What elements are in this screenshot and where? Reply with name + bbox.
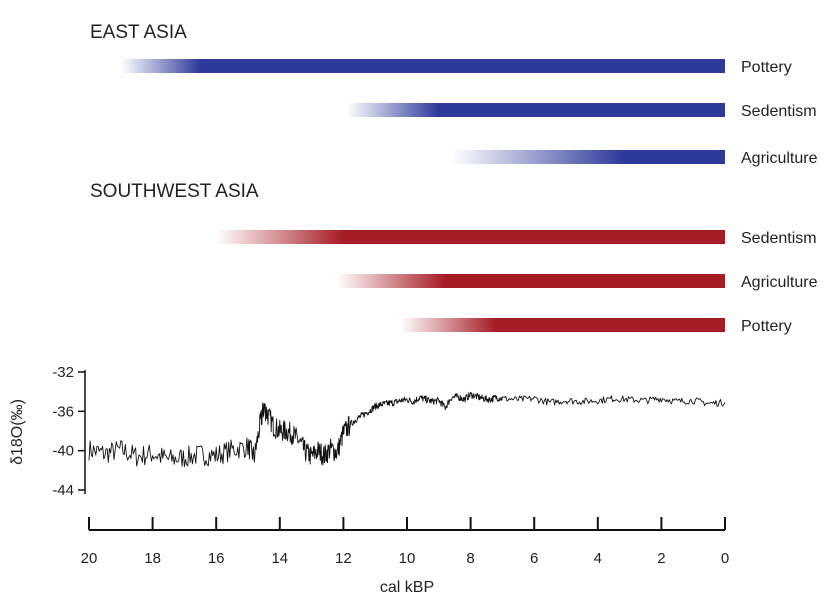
isotope-tick-label--36: -36 [52,403,74,420]
bar-label-east-asia-pottery: Pottery [741,59,792,76]
bar-east-asia-sedentism [346,103,725,117]
time-tick-label-8: 8 [466,550,474,567]
bar-east-asia-pottery [120,59,726,73]
time-tick-label-20: 20 [81,550,98,567]
bar-label-southwest-asia-agriculture: Agriculture [741,274,818,291]
time-tick-label-12: 12 [335,550,352,567]
time-axis: 20 18 16 14 12 10 8 6 4 2 0 cal kBP [81,517,729,596]
bar-label-southwest-asia-sedentism: Sedentism [741,230,817,247]
time-tick-label-0: 0 [721,550,729,567]
time-tick-label-18: 18 [144,550,161,567]
bar-label-east-asia-agriculture: Agriculture [741,150,818,167]
bar-southwest-asia-pottery [400,318,725,332]
time-tick-label-4: 4 [594,550,602,567]
bar-label-east-asia-sedentism: Sedentism [741,103,817,120]
isotope-tick-label--32: -32 [52,364,74,381]
time-tick-label-2: 2 [657,550,665,567]
time-tick-label-6: 6 [530,550,538,567]
region-east-asia: EAST ASIA [90,22,187,43]
timeline-bars: Pottery Sedentism Agriculture Sedentism Agri… [120,59,818,335]
isotope-panel: -32 -36 -40 -44 δ18O(‰) [9,364,726,499]
bar-east-asia-agriculture [451,150,725,164]
isotope-tick-label--40: -40 [52,443,74,460]
region-title-southwest-asia: SOUTHWEST ASIA [90,181,259,202]
time-tick-label-16: 16 [208,550,225,567]
isotope-y-axis-title: δ18O(‰) [9,399,26,465]
region-title-east-asia: EAST ASIA [90,22,187,43]
time-tick-label-10: 10 [399,550,416,567]
region-southwest-asia: SOUTHWEST ASIA [90,181,259,202]
bar-southwest-asia-agriculture [337,274,725,288]
bar-label-southwest-asia-pottery: Pottery [741,318,792,335]
time-axis-ticks: 20 18 16 14 12 10 8 6 4 2 0 [81,517,729,567]
isotope-series-line [88,391,726,468]
isotope-y-ticks: -32 -36 -40 -44 [52,364,85,499]
isotope-tick-label--44: -44 [52,482,74,499]
bar-southwest-asia-sedentism [216,230,725,244]
time-tick-label-14: 14 [271,550,288,567]
time-axis-title: cal kBP [380,579,434,596]
